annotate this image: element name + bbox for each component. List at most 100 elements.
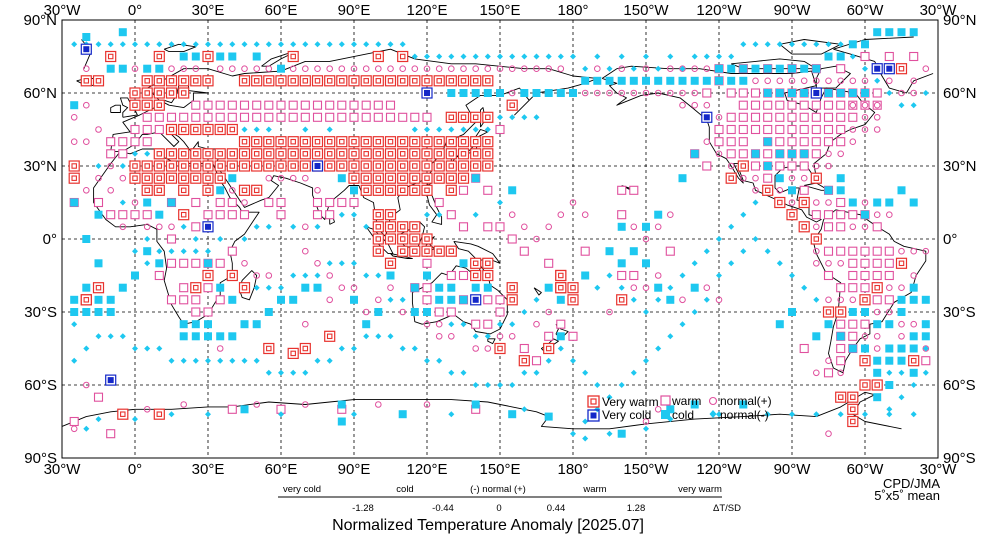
very-warm-marker (202, 160, 214, 172)
warm-marker (750, 161, 761, 171)
normal-minus-marker (278, 411, 284, 418)
warm-marker (288, 100, 298, 110)
latitude-labels-right: 90°N 60°N 30°N 0° 30°S 60°S 90°S (943, 12, 977, 467)
normal-minus-marker (302, 126, 309, 133)
cold-marker (909, 295, 918, 304)
warm-marker (215, 210, 225, 220)
normal-plus-marker (70, 138, 78, 145)
very-warm-marker (226, 123, 238, 136)
longitude-label-bottom: 120°E (406, 461, 447, 478)
warm-marker (239, 210, 250, 220)
very-warm-marker (202, 148, 214, 160)
normal-minus-marker (168, 41, 175, 48)
cold-marker (131, 271, 139, 280)
very-warm-marker-inner (278, 138, 284, 145)
very-warm-marker (421, 245, 433, 257)
cold-marker (179, 332, 188, 341)
very-warm-marker (251, 148, 263, 160)
normal-plus-marker (411, 65, 419, 72)
normal-minus-marker (862, 411, 868, 418)
normal-plus-marker (837, 150, 845, 158)
warm-marker (787, 124, 797, 135)
warm-marker (337, 112, 347, 122)
very-warm-marker-inner (472, 78, 479, 84)
normal-plus-marker (654, 272, 662, 279)
warm-marker (227, 404, 237, 414)
very-warm-marker-inner (253, 163, 260, 169)
warm-marker (118, 137, 128, 147)
normal-minus-marker (472, 382, 479, 388)
cold-marker (471, 89, 480, 97)
very-warm-marker-inner (387, 78, 394, 84)
legend-very-warm-icon (587, 395, 600, 408)
very-warm-marker-inner (266, 78, 272, 84)
cold-marker (94, 295, 103, 304)
longitude-label-bottom: 0° (128, 461, 142, 478)
normal-minus-marker (716, 236, 722, 242)
normal-minus-marker (192, 41, 199, 48)
warm-marker (312, 100, 323, 110)
warm-marker (142, 210, 152, 220)
cold-marker (873, 393, 882, 402)
normal-plus-marker (922, 65, 930, 72)
station-markers (68, 28, 931, 442)
normal-minus-marker (387, 333, 394, 340)
very-warm-marker (421, 160, 433, 172)
warm-marker (203, 100, 213, 110)
normal-plus-marker (253, 65, 261, 72)
normal-plus-marker (496, 65, 504, 72)
very-warm-marker (141, 87, 153, 99)
normal-minus-marker (448, 53, 455, 60)
very-warm-marker (397, 160, 409, 172)
normal-plus-marker (788, 199, 796, 206)
normal-plus-marker (241, 199, 248, 206)
very-warm-marker-inner (387, 187, 394, 194)
normal-minus-marker (302, 272, 309, 279)
coastline (453, 240, 501, 264)
warm-marker (787, 161, 797, 171)
very-warm-marker (178, 172, 190, 184)
warm-marker (118, 210, 128, 220)
very-warm-marker-inner (399, 78, 406, 84)
normal-minus-marker (265, 126, 272, 133)
warm-marker (106, 137, 116, 147)
warm-marker (763, 149, 773, 159)
very-warm-marker (165, 87, 178, 99)
very-warm-marker (470, 111, 482, 123)
cold-marker (666, 405, 675, 414)
cold-marker (252, 320, 261, 329)
very-warm-marker-inner (485, 163, 491, 169)
warm-marker (410, 112, 420, 122)
cold-marker (775, 174, 784, 183)
very-warm-marker-inner (387, 236, 394, 242)
very-warm-marker-inner (290, 151, 296, 157)
very-warm-marker (299, 136, 311, 148)
very-warm-marker (445, 136, 457, 148)
warm-marker (422, 283, 432, 293)
normal-plus-marker (168, 223, 175, 231)
normal-minus-marker (910, 382, 917, 388)
warm-marker (848, 210, 858, 220)
very-warm-marker (129, 172, 141, 184)
warm-marker (312, 112, 323, 122)
very-warm-marker (251, 75, 263, 87)
cold-marker (909, 332, 918, 341)
warm-marker (580, 246, 590, 256)
normal-plus-marker (898, 284, 905, 292)
cold-marker (94, 259, 103, 268)
very-warm-marker-inner (193, 163, 199, 169)
normal-minus-marker (752, 236, 759, 242)
very-warm-marker (372, 148, 384, 160)
normal-minus-marker (399, 41, 406, 48)
cold-marker (556, 332, 565, 341)
normal-plus-marker (314, 187, 321, 194)
very-warm-marker (336, 136, 348, 148)
latitude-label-right: 60°S (943, 377, 976, 394)
very-warm-marker (251, 136, 263, 148)
cold-marker (836, 89, 845, 97)
normal-minus-marker (351, 411, 357, 418)
very-warm-marker-inner (132, 163, 138, 169)
normal-plus-marker (679, 89, 686, 97)
very-warm-marker-inner (436, 78, 442, 84)
very-warm-marker-inner (326, 151, 333, 157)
